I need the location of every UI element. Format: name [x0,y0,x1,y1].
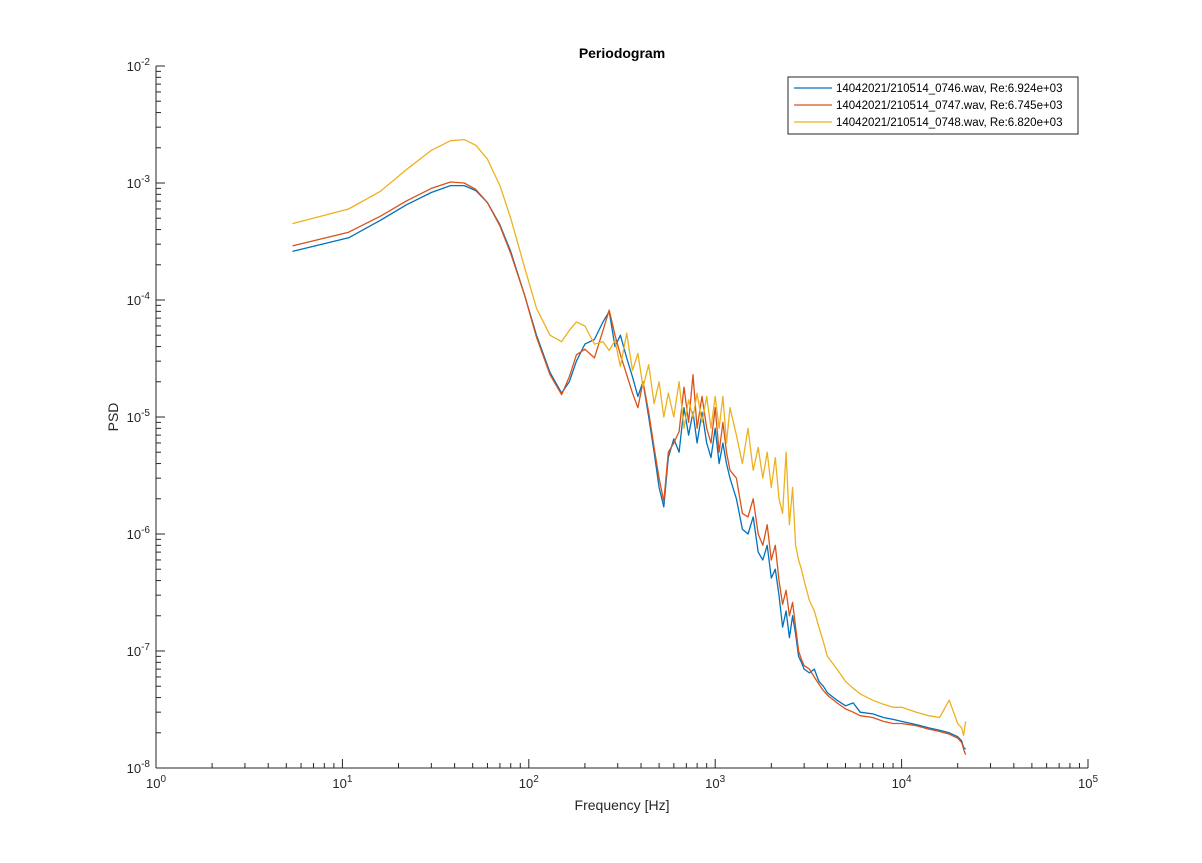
legend-label-2: 14042021/210514_0747.wav, Re:6.745e+03 [836,100,1062,112]
legend-box [787,76,1079,135]
series-line-3 [292,138,967,737]
legend-label-3: 14042021/210514_0748.wav, Re:6.820e+03 [836,117,1062,129]
plot-area [156,66,1088,768]
series-layer [292,138,967,755]
y-axis-label: PSD [105,403,121,432]
x-axis-label: Frequency [Hz] [575,797,670,813]
chart-title: Periodogram [579,45,665,61]
legend: 14042021/210514_0746.wav, Re:6.924e+03 14… [787,76,1079,135]
legend-label-1: 14042021/210514_0746.wav, Re:6.924e+03 [836,83,1062,95]
series-line-2 [292,181,967,755]
